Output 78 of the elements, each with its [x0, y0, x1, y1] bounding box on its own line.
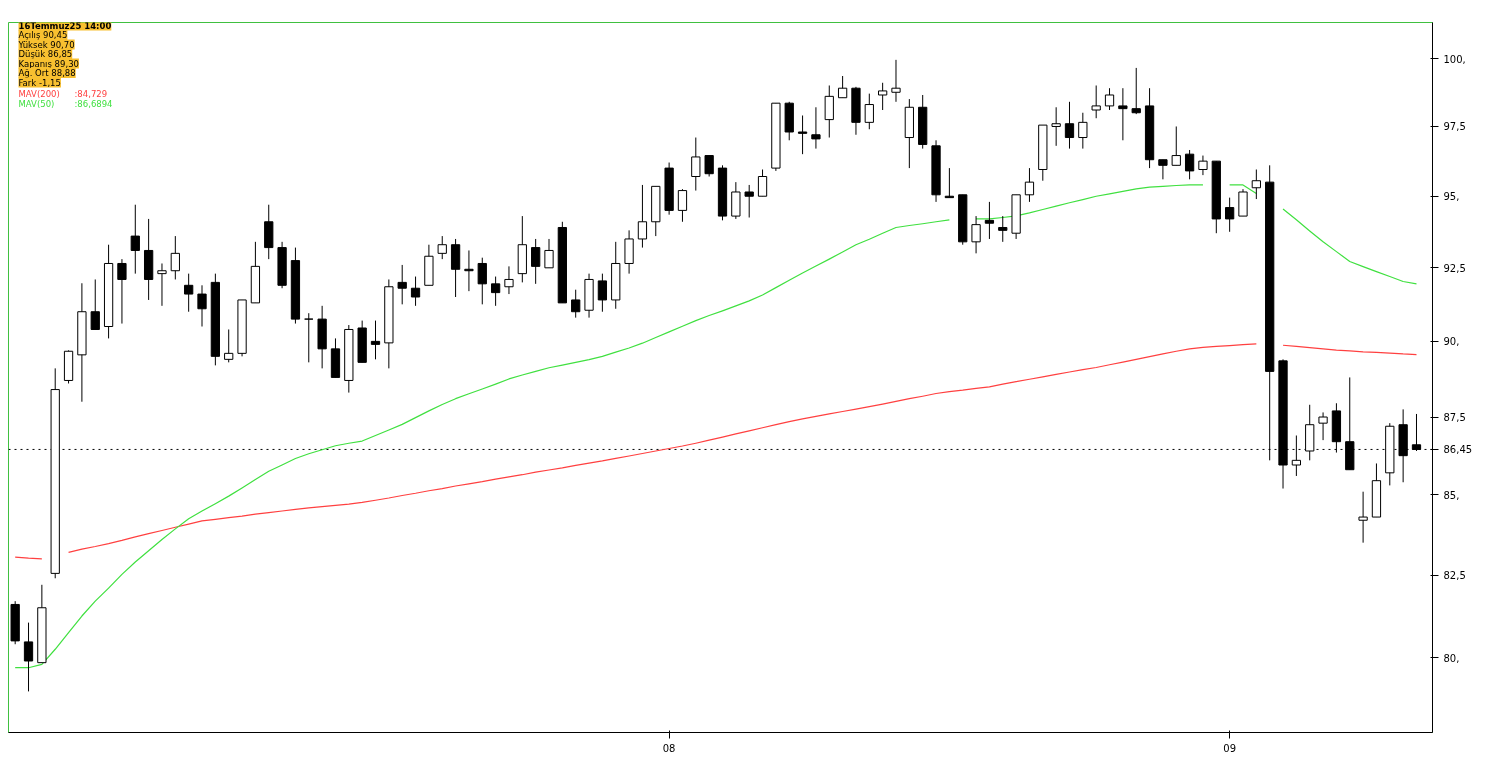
candlestick	[1251, 169, 1261, 200]
y-tick-label: 85,	[1443, 489, 1460, 501]
candlestick	[531, 238, 541, 285]
candlestick	[1064, 101, 1075, 150]
y-tick-label: 90,	[1443, 336, 1460, 348]
candlestick	[878, 82, 888, 111]
candlestick	[544, 238, 554, 269]
candlestick	[117, 258, 127, 325]
y-tick-label: 87,5	[1443, 412, 1466, 424]
x-tick-label: 08	[662, 742, 676, 754]
candlestick	[1198, 155, 1208, 176]
annotation: 16Temmuz25 14:00	[18, 20, 112, 31]
x-tick-label: 09	[1223, 742, 1237, 754]
candlestick	[984, 201, 995, 240]
candlestick	[797, 114, 808, 155]
candlestick	[998, 215, 1008, 243]
candlestick	[571, 289, 581, 319]
candlestick	[197, 284, 207, 328]
y-tick-label: 97,5	[1443, 121, 1466, 133]
candlestick	[1104, 87, 1115, 111]
annotation: Düşük 86,85	[18, 49, 73, 59]
candlestick	[1184, 149, 1195, 180]
candlestick	[824, 84, 834, 139]
candlestick	[1411, 413, 1422, 452]
candlestick	[1158, 159, 1168, 180]
candlestick	[477, 257, 487, 305]
candlestick	[1078, 112, 1088, 150]
y-tick-label: 92,5	[1443, 262, 1466, 274]
candlestick	[23, 622, 34, 692]
candlestick	[1051, 106, 1061, 147]
annotation: :86,6894	[74, 98, 113, 109]
candlestick	[157, 262, 167, 307]
candlestick	[1118, 87, 1128, 141]
candlestick	[1225, 197, 1235, 233]
candlestick	[757, 169, 768, 197]
candlestick	[504, 265, 514, 295]
candlestick	[370, 320, 381, 360]
candlestick	[437, 235, 447, 260]
annotation: Ağ. Ort 88,88	[18, 68, 76, 78]
candlestick	[170, 235, 180, 280]
candlestick	[677, 188, 688, 223]
candlestick	[744, 184, 754, 218]
candlestick	[1358, 491, 1368, 544]
candlestick	[811, 106, 821, 150]
annotation: Fark -1,15	[18, 77, 61, 88]
candlestick	[1318, 411, 1328, 441]
candlestick	[1091, 84, 1101, 119]
candlestick	[464, 249, 474, 292]
text: MAV(200)	[18, 89, 60, 99]
candlestick	[891, 59, 901, 103]
candlestick	[224, 328, 234, 363]
candlestick	[637, 184, 648, 249]
annotation: Yüksek 90,70	[17, 39, 75, 50]
candlestick	[397, 264, 407, 305]
candlestick	[1131, 67, 1141, 115]
text: MAV(50)	[18, 98, 55, 109]
candlestick	[1171, 125, 1181, 166]
y-tick-label: 95,	[1443, 191, 1460, 203]
y-tick-label: 82,5	[1443, 570, 1466, 582]
annotation: Açılış 90,45	[18, 30, 68, 40]
candlestick	[90, 278, 100, 330]
candlestick	[691, 137, 701, 192]
candlestick	[971, 215, 981, 254]
candlestick	[410, 276, 421, 307]
candlestick	[597, 273, 608, 313]
annotation: Kapanış 89,30	[18, 58, 79, 69]
ref-line-label: 86,45	[1443, 444, 1473, 456]
candlestick	[490, 276, 501, 307]
candlestick	[837, 75, 848, 99]
candlestick	[864, 93, 874, 130]
candlestick	[1024, 167, 1035, 203]
annotation: :84,729	[74, 89, 108, 99]
y-tick-label: 80,	[1443, 652, 1460, 664]
candlestick	[130, 204, 140, 275]
y-tick-label: 100,	[1443, 53, 1466, 65]
candlestick	[184, 273, 194, 313]
candlestick	[704, 155, 714, 178]
candlestick	[304, 312, 314, 363]
